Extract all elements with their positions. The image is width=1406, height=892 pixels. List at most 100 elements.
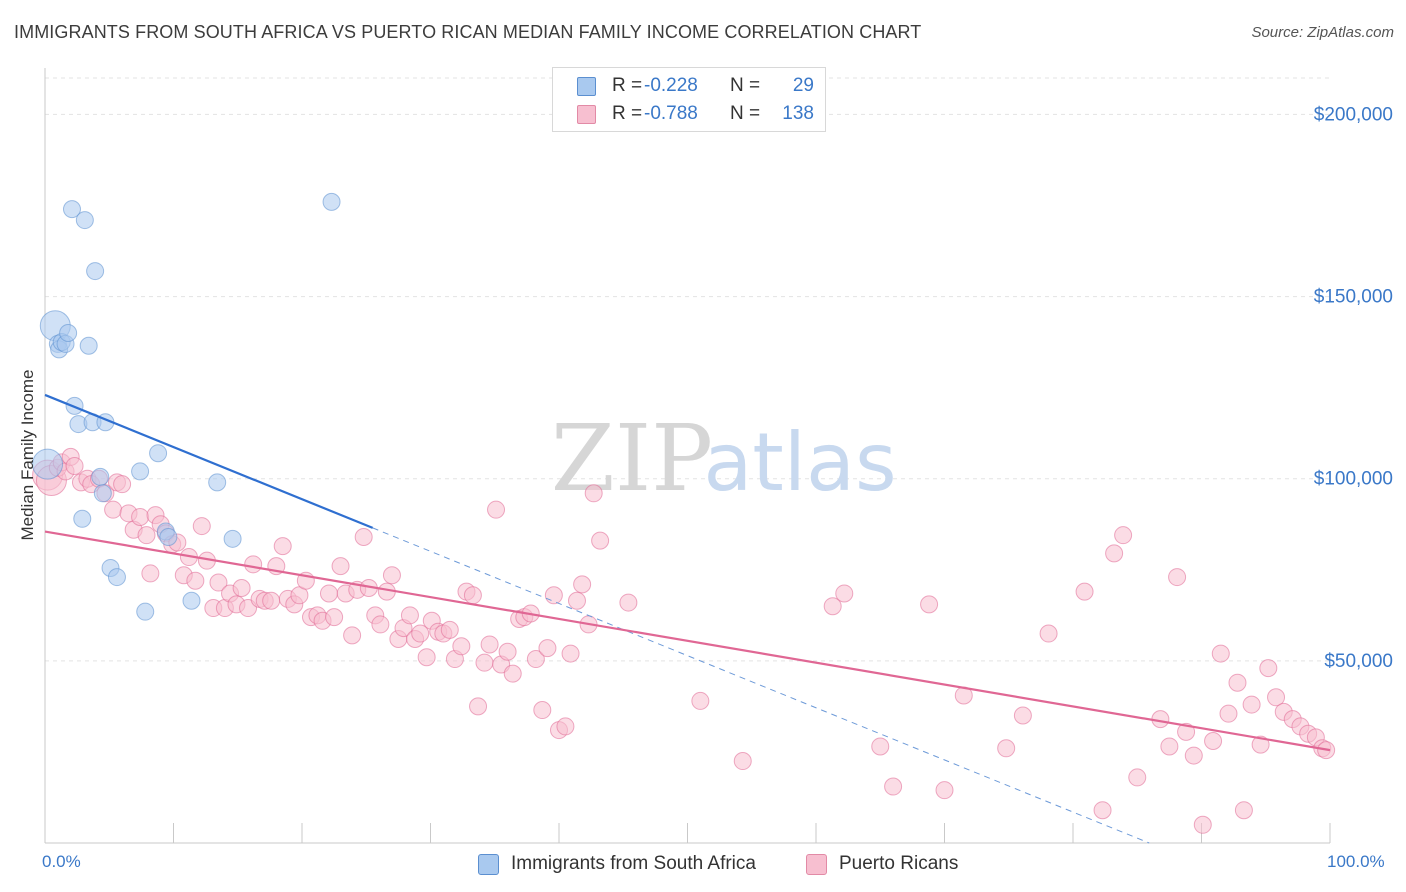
data-point (91, 467, 110, 486)
legend-n-label: N = (730, 103, 761, 124)
data-point (475, 653, 494, 672)
data-point (935, 781, 954, 800)
series-legend-south-africa[interactable]: Immigrants from South Africa (478, 851, 756, 877)
legend-swatch-blue (577, 76, 596, 96)
data-point (62, 200, 81, 219)
data-point (343, 626, 362, 645)
legend-n-label: N = (730, 75, 761, 96)
legend-r-value: -0.228 (644, 75, 698, 96)
y-tick-label: $100,000 (1314, 469, 1393, 490)
data-point (73, 509, 92, 528)
data-point (244, 555, 263, 574)
data-point (1168, 568, 1187, 587)
data-point (1128, 768, 1147, 787)
data-point (1219, 704, 1238, 723)
data-point (1093, 801, 1112, 820)
data-point (262, 591, 281, 610)
data-point (1234, 801, 1253, 820)
data-point (920, 595, 939, 614)
data-point (104, 500, 123, 519)
data-point (1184, 746, 1203, 765)
y-axis-label: Median Family Income (18, 369, 37, 541)
data-point (136, 602, 155, 621)
data-point (1160, 737, 1179, 756)
data-point (232, 579, 251, 597)
data-point (107, 568, 126, 587)
watermark: ZIP atlas (551, 405, 897, 512)
data-point (619, 593, 638, 612)
data-point (411, 624, 430, 643)
data-point (141, 564, 160, 583)
data-point (209, 573, 228, 592)
data-point (192, 517, 211, 536)
data-point (733, 752, 752, 771)
data-point (1114, 526, 1133, 545)
data-point (1105, 544, 1124, 563)
data-point (1039, 624, 1058, 643)
data-point (273, 537, 292, 556)
data-point (131, 462, 150, 481)
legend-swatch-blue (478, 853, 499, 875)
data-point (526, 650, 545, 669)
data-point (1013, 706, 1032, 725)
source-label: Source: ZipAtlas.com (1251, 24, 1394, 41)
legend-r-value: -0.788 (644, 103, 698, 124)
data-point (835, 584, 854, 603)
data-point (498, 642, 517, 661)
series-label: Immigrants from South Africa (511, 853, 756, 874)
data-point (319, 584, 338, 603)
trend-line-south-africa-extension (372, 527, 1150, 844)
data-point (75, 211, 94, 230)
legend-row-south-africa: R = -0.228 N = 29 (577, 74, 814, 98)
data-point (567, 591, 586, 610)
data-point (1177, 722, 1196, 741)
data-point (544, 586, 563, 605)
data-point (325, 608, 344, 627)
series-label: Puerto Ricans (839, 853, 959, 874)
data-point (1251, 735, 1270, 754)
data-point (556, 717, 575, 736)
data-point (208, 473, 227, 492)
y-tick-label: $150,000 (1314, 287, 1393, 308)
data-point (1242, 695, 1261, 714)
data-point (463, 586, 482, 605)
data-point (469, 697, 488, 716)
data-point (487, 500, 506, 519)
data-point (331, 557, 350, 576)
y-tick-label: $200,000 (1314, 104, 1393, 125)
data-point (1211, 644, 1230, 663)
trend-line-puerto-ricans (44, 530, 1331, 752)
data-point (871, 737, 890, 756)
data-point (503, 664, 522, 683)
data-point (1193, 815, 1212, 834)
correlation-legend: R = -0.228 N = 29 R = -0.788 N = 138 (552, 67, 826, 132)
data-point (382, 566, 401, 585)
data-point (997, 739, 1016, 758)
data-point (159, 528, 178, 546)
legend-r-label: R = (612, 103, 643, 124)
chart-title: IMMIGRANTS FROM SOUTH AFRICA VS PUERTO R… (14, 22, 922, 42)
series-legend-puerto-ricans[interactable]: Puerto Ricans (806, 851, 958, 877)
data-point (1075, 582, 1094, 601)
legend-swatch-pink (806, 853, 827, 875)
data-point (452, 637, 471, 656)
data-point (591, 531, 610, 550)
y-tick-labels: $50,000 $100,000 $150,000 $200,000 (1314, 104, 1393, 671)
trend-line-south-africa (44, 393, 374, 529)
data-point (223, 529, 242, 548)
data-point (113, 475, 132, 494)
data-point (371, 615, 390, 634)
data-point (79, 336, 98, 355)
data-point (538, 639, 557, 658)
legend-n-value: 138 (782, 103, 814, 124)
data-point (137, 526, 156, 545)
data-point (149, 444, 168, 463)
data-point (691, 691, 710, 710)
data-point (440, 620, 459, 639)
data-point (1228, 673, 1247, 692)
data-point (584, 484, 603, 503)
watermark-atlas: atlas (703, 416, 896, 509)
watermark-zip: ZIP (551, 405, 713, 512)
y-tick-label: $50,000 (1324, 651, 1393, 672)
